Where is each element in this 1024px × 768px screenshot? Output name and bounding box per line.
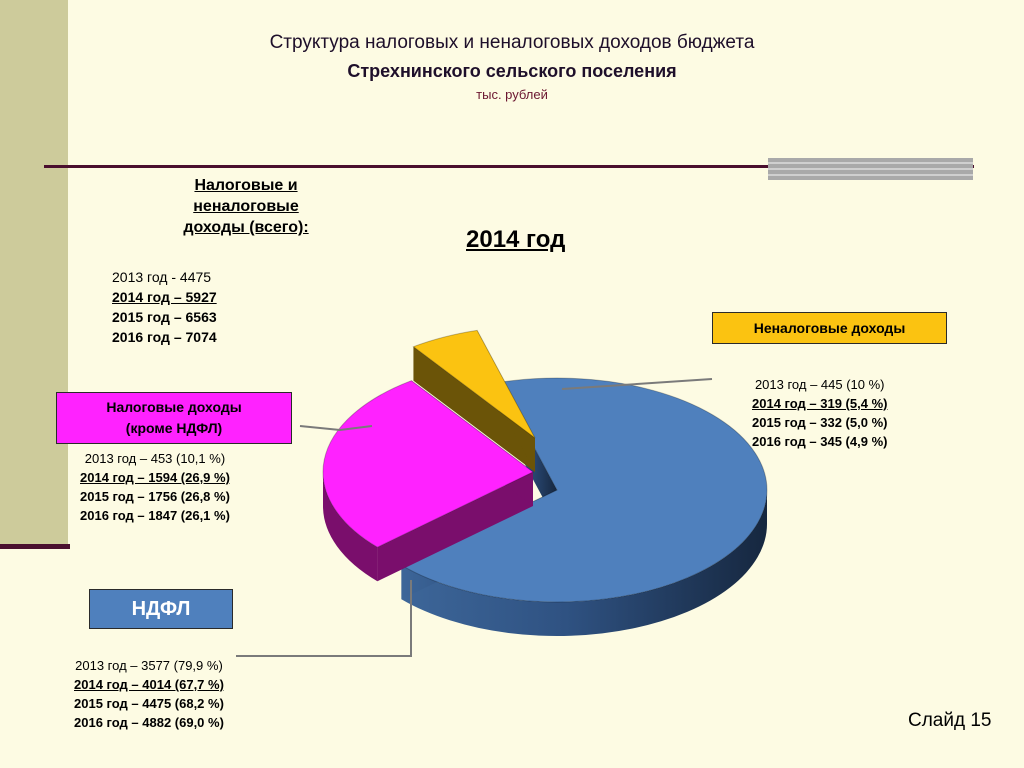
ndfl-line-2014: 2014 год – 4014 (67,7 %) <box>74 677 224 692</box>
total-heading-line: Налоговые и <box>194 177 298 194</box>
slide-unit: тыс. рублей <box>476 87 548 102</box>
ndfl-line-2015: 2015 год – 4475 (68,2 %) <box>74 696 224 711</box>
pie-slice-nontax <box>412 329 536 439</box>
label-tax-line: (кроме НДФЛ) <box>125 420 223 436</box>
nontax-values: 2013 год – 445 (10 %) 2014 год – 319 (5,… <box>752 375 887 451</box>
pie-slice-nontax-cut <box>413 346 535 472</box>
label-ndfl: НДФЛ <box>89 589 233 629</box>
leader-line-tax <box>299 425 373 432</box>
total-heading-line: неналоговые <box>193 198 299 215</box>
total-line-2014: 2014 год – 5927 <box>112 289 217 305</box>
leader-line-ndfl <box>236 580 412 657</box>
left-decor-rule <box>0 544 70 549</box>
total-line-2013: 2013 год - 4475 <box>112 269 212 285</box>
label-tax-line: Налоговые доходы <box>106 399 242 415</box>
nontax-line-2014: 2014 год – 319 (5,4 %) <box>752 396 888 411</box>
chart-year-heading: 2014 год <box>466 226 566 253</box>
nontax-line-2016: 2016 год – 345 (4,9 %) <box>752 434 888 449</box>
pie-slice-tax-side <box>323 472 378 582</box>
label-tax: Налоговые доходы (кроме НДФЛ) <box>56 392 292 444</box>
tax-line-2014: 2014 год – 1594 (26,9 %) <box>80 470 230 485</box>
slide-number: Слайд 15 <box>908 710 992 731</box>
pie-slice-tax-cut <box>377 472 533 582</box>
total-heading-line: доходы (всего): <box>183 219 309 236</box>
total-heading: Налоговые и неналоговые доходы (всего): <box>140 175 352 238</box>
ndfl-line-2016: 2016 год – 4882 (69,0 %) <box>74 715 224 730</box>
nontax-line-2015: 2015 год – 332 (5,0 %) <box>752 415 888 430</box>
tax-line-2015: 2015 год – 1756 (26,8 %) <box>80 489 230 504</box>
label-nontax: Неналоговые доходы <box>712 312 947 344</box>
total-values: 2013 год - 4475 2014 год – 5927 2015 год… <box>112 267 217 347</box>
total-line-2016: 2016 год – 7074 <box>112 329 217 345</box>
header-divider <box>44 165 974 168</box>
nontax-line-2013: 2013 год – 445 (10 %) <box>754 377 885 392</box>
left-decor-bar <box>0 0 68 548</box>
ndfl-line-2013: 2013 год – 3577 (79,9 %) <box>75 658 223 673</box>
tax-line-2016: 2016 год – 1847 (26,1 %) <box>80 508 230 523</box>
tax-line-2013: 2013 год – 453 (10,1 %) <box>84 451 226 466</box>
pie-slice-tax <box>322 380 534 548</box>
slide-title-line2: Стрехнинского сельского поселения <box>347 61 677 81</box>
total-line-2015: 2015 год – 6563 <box>112 309 217 325</box>
ndfl-values: 2013 год – 3577 (79,9 %) 2014 год – 4014… <box>74 656 224 732</box>
header-decor-block <box>768 158 973 180</box>
leader-line-nontax <box>561 378 713 390</box>
slide-title-line1: Структура налоговых и неналоговых доходо… <box>269 32 755 53</box>
pie-slice-ndfl-side <box>401 490 767 636</box>
tax-values: 2013 год – 453 (10,1 %) 2014 год – 1594 … <box>80 449 230 525</box>
